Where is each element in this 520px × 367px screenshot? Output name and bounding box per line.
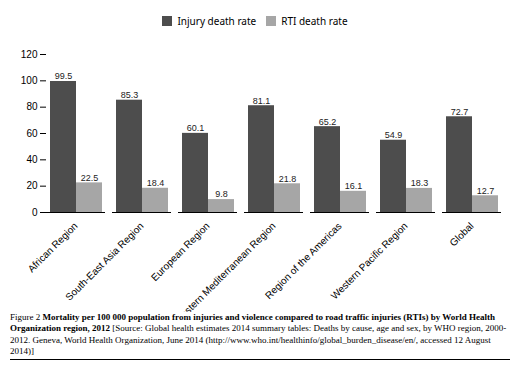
svg-text:99.5: 99.5 <box>55 71 73 81</box>
svg-text:120: 120 <box>21 49 38 60</box>
svg-text:100: 100 <box>21 75 38 86</box>
svg-text:18.3: 18.3 <box>411 178 429 188</box>
svg-text:21.8: 21.8 <box>279 174 297 184</box>
svg-text:16.1: 16.1 <box>345 181 363 191</box>
svg-text:60.1: 60.1 <box>187 123 205 133</box>
svg-text:Western Pacific Region: Western Pacific Region <box>329 220 410 301</box>
svg-text:9.8: 9.8 <box>215 189 228 199</box>
svg-text:0: 0 <box>32 207 38 218</box>
svg-text:80: 80 <box>26 101 38 112</box>
html-text:Figure 2 Mortality per 100 000: Figure 2 Mortality per 100 000 populatio… <box>10 312 507 356</box>
svg-text:Global: Global <box>447 220 475 248</box>
svg-text:18.4: 18.4 <box>147 178 165 188</box>
html-text:RTI death rate: RTI death rate <box>281 13 348 28</box>
svg-text:Eastern Mediterranean Region: Eastern Mediterranean Region <box>174 220 278 312</box>
svg-text:65.2: 65.2 <box>319 117 337 127</box>
svg-text:60: 60 <box>26 128 38 139</box>
svg-text:54.9: 54.9 <box>385 130 403 140</box>
svg-text:40: 40 <box>26 154 38 165</box>
svg-text:12.7: 12.7 <box>477 186 495 196</box>
svg-text:African Region: African Region <box>26 220 80 274</box>
svg-text:Region of the Americas: Region of the Americas <box>263 220 344 301</box>
svg-text:European Region: European Region <box>149 220 212 283</box>
svg-text:72.7: 72.7 <box>451 107 469 117</box>
svg-text:South-East Asia Region: South-East Asia Region <box>63 220 145 302</box>
svg-text:85.3: 85.3 <box>121 90 139 100</box>
svg-text:22.5: 22.5 <box>81 173 99 183</box>
svg-text:81.1: 81.1 <box>253 96 271 106</box>
svg-text:20: 20 <box>26 180 38 191</box>
html-text:Injury death rate: Injury death rate <box>177 13 257 28</box>
